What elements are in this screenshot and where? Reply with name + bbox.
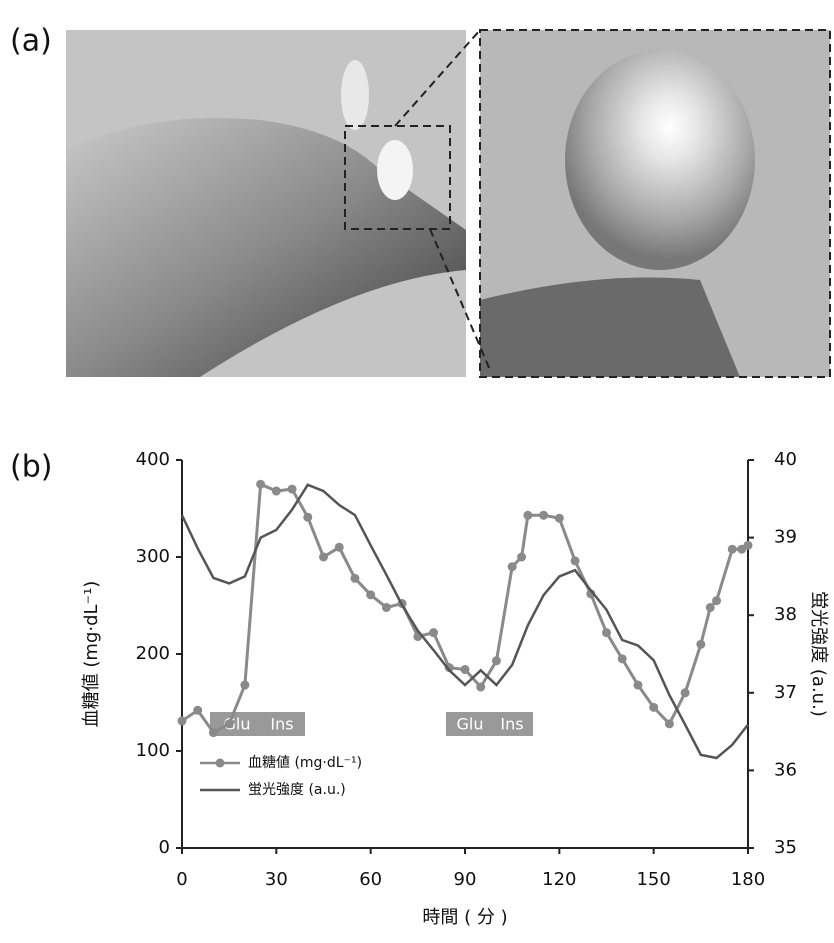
x-tick-label: 180 — [731, 869, 765, 890]
y-tick-label: 300 — [136, 546, 170, 567]
point — [517, 552, 527, 562]
point — [633, 680, 643, 690]
point — [602, 628, 611, 638]
y-tick-label: 200 — [136, 643, 170, 664]
y-tick-label: 100 — [136, 740, 170, 761]
point — [727, 544, 737, 554]
point — [539, 510, 549, 520]
point — [224, 719, 234, 729]
point — [491, 656, 501, 666]
point — [303, 512, 313, 522]
annotation: Ins — [270, 715, 293, 734]
y2-tick-label: 39 — [774, 527, 797, 548]
photo-left — [66, 30, 466, 377]
point — [193, 705, 203, 715]
x-tick-label: 120 — [542, 869, 576, 890]
panel-label: (a) — [10, 24, 52, 59]
point — [444, 663, 454, 673]
point — [664, 719, 674, 729]
series-line — [181, 482, 749, 735]
point — [570, 556, 580, 566]
point — [649, 702, 659, 712]
point — [381, 602, 391, 612]
y-tick-label: 400 — [136, 449, 170, 470]
y2-tick-label: 35 — [774, 837, 797, 858]
point — [319, 552, 328, 562]
y2-tick-label: 37 — [774, 682, 797, 703]
point — [617, 654, 627, 664]
point — [177, 716, 187, 726]
point — [350, 573, 360, 583]
y2-tick-label: 38 — [774, 604, 797, 625]
photo-zoom — [394, 29, 831, 378]
point — [507, 562, 517, 572]
point — [287, 484, 297, 494]
point — [366, 590, 376, 600]
point — [743, 540, 753, 550]
y-axis-label: 血糖値 (mg·dL⁻¹) — [81, 581, 102, 728]
x-tick-label: 60 — [359, 869, 382, 890]
point — [208, 728, 218, 738]
point — [240, 680, 250, 690]
point — [476, 682, 486, 692]
x-tick-label: 30 — [265, 869, 288, 890]
y2-tick-label: 40 — [774, 449, 797, 470]
x-tick-label: 90 — [454, 869, 477, 890]
annotation: Ins — [500, 715, 523, 734]
y2-tick-label: 36 — [774, 759, 797, 780]
annotation-box — [446, 712, 533, 736]
x-tick-label: 0 — [176, 869, 187, 890]
y-tick-label: 0 — [159, 837, 170, 858]
point — [271, 486, 281, 496]
point — [256, 479, 266, 489]
point — [460, 665, 470, 675]
legend-label: 血糖値 (mg·dL⁻¹) — [248, 755, 362, 771]
y2-axis-label: 蛍光強度 (a.u.) — [808, 591, 829, 717]
point — [429, 628, 439, 638]
x-tick-label: 150 — [636, 869, 670, 890]
panel-label: (b) — [10, 450, 52, 485]
point — [705, 602, 715, 612]
annotation: Glu — [457, 715, 484, 734]
point — [523, 510, 533, 520]
point — [554, 513, 564, 523]
point — [696, 639, 706, 649]
point — [712, 596, 722, 606]
legend-label: 蛍光強度 (a.u.) — [248, 782, 346, 798]
point — [680, 688, 690, 698]
point — [334, 542, 344, 552]
x-axis-label: 時間 ( 分 ) — [422, 907, 507, 928]
series-line — [180, 483, 749, 760]
legend-marker — [215, 758, 225, 768]
